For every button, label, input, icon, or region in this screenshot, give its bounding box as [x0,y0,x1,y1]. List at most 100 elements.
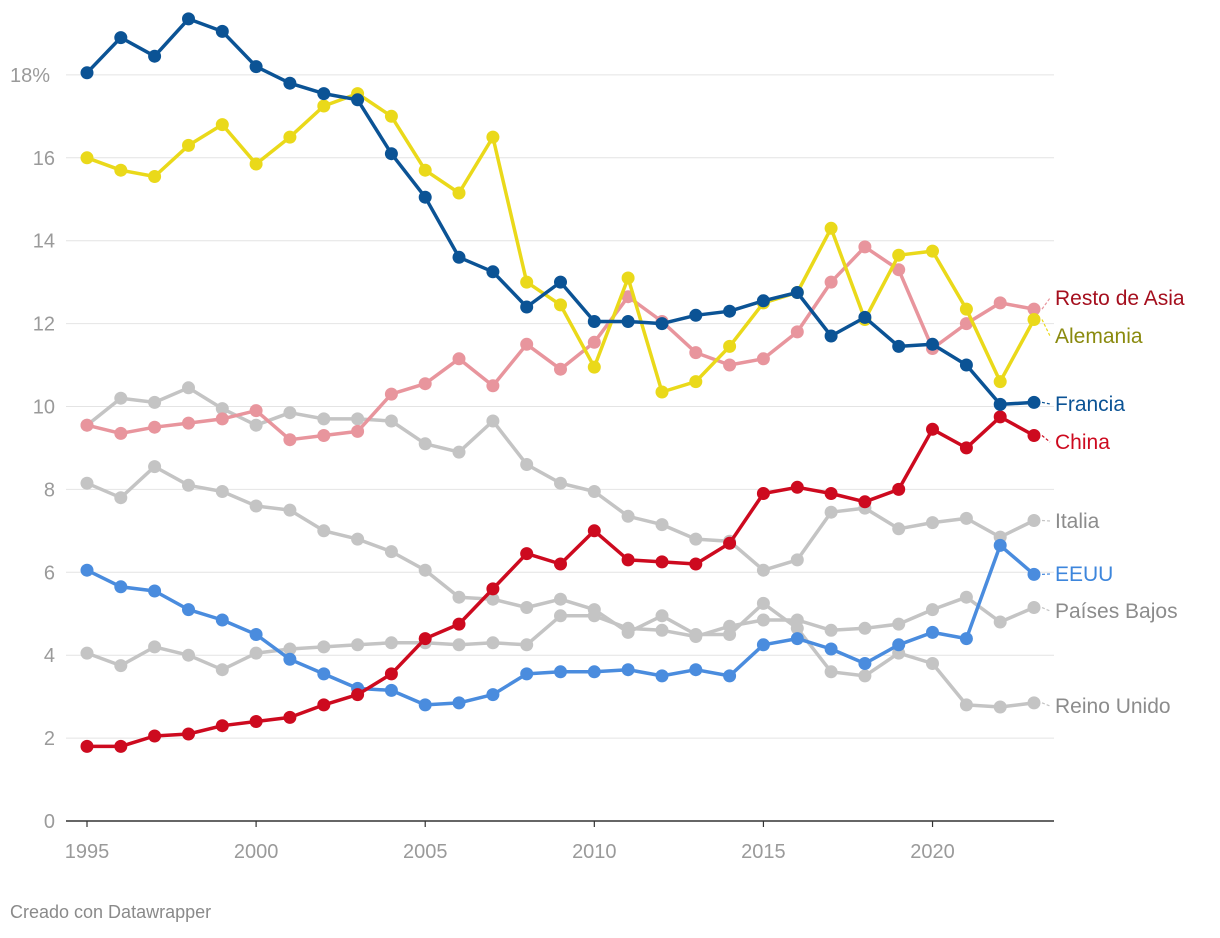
data-point [452,250,466,264]
data-point [418,377,432,391]
data-point [317,412,331,426]
data-point [114,426,128,440]
data-point [249,628,263,641]
data-point [554,665,567,679]
series-eeuu [80,538,1041,712]
series-label: Italia [1055,510,1100,533]
data-point [215,24,229,38]
data-point [283,130,297,144]
data-point [993,538,1007,552]
data-point [114,659,128,673]
data-point [452,445,466,459]
data-point [283,652,297,666]
data-point [80,563,94,577]
label-connector [1041,319,1051,337]
data-point [587,609,601,623]
data-point [554,298,567,312]
data-point [689,663,703,677]
series-italia [80,381,1041,577]
data-point [858,310,872,324]
data-point [959,590,973,604]
data-point [554,609,567,623]
data-point [384,667,398,681]
data-point [452,590,466,604]
label-connector [1041,606,1051,612]
data-point [182,478,195,492]
data-point [554,557,567,571]
data-point [486,582,500,596]
data-point [892,617,906,631]
data-point [215,412,229,426]
data-point [80,476,94,490]
data-point [824,505,838,519]
data-point [148,170,162,183]
data-point [689,308,703,322]
label-connector [1041,297,1051,310]
data-point [215,663,229,677]
data-point [520,458,534,471]
data-point [554,362,567,376]
data-point [384,109,398,123]
data-point [824,642,838,656]
data-point [215,402,229,416]
data-point [790,325,804,339]
data-point [317,698,331,712]
data-point [926,625,939,639]
data-point [858,657,872,670]
data-point [182,381,195,395]
data-point [418,190,432,204]
y-tick-label: 16 [33,148,55,170]
y-tick-label: 12 [33,314,55,336]
data-point [689,375,703,389]
data-point [655,623,669,637]
series-line [85,17,1036,407]
data-point [993,615,1007,629]
data-point [249,404,263,418]
data-point [790,286,804,299]
data-point [317,99,331,113]
data-point [317,667,331,681]
data-point [621,271,635,285]
data-point [520,638,534,652]
data-point [655,518,669,532]
data-point [283,710,297,724]
y-axis: 0 2 4 6 8 10 12 14 16 18% [10,65,55,833]
data-point [114,163,128,177]
data-point [824,275,838,289]
data-point [148,460,162,474]
data-point [452,638,466,652]
series-paises-bajos [80,590,1041,677]
data-point [452,696,466,710]
y-tick-label: 2 [44,728,55,750]
data-point [520,337,534,351]
data-point [926,657,939,670]
data-point [858,669,872,683]
data-point [148,420,162,434]
data-point [723,619,737,633]
data-point [215,613,229,627]
data-point [486,592,500,606]
label-connector [1041,519,1051,522]
series-label: Francia [1055,393,1125,416]
data-point [655,609,669,623]
data-point [418,632,432,646]
data-point [384,414,398,428]
data-point [80,418,94,432]
data-point [689,532,703,546]
data-point [182,648,195,662]
data-point [452,186,466,200]
data-point [587,335,601,349]
data-point [926,337,939,351]
data-point [114,491,128,505]
series-label: Reino Unido [1055,695,1171,718]
data-point [114,391,128,405]
data-point [959,358,973,372]
data-point [283,503,297,517]
data-point [790,613,804,627]
series-lines [80,12,1041,753]
data-point [148,49,162,63]
data-point [486,636,500,650]
data-point [621,621,635,635]
series-label: Alemania [1055,325,1143,348]
